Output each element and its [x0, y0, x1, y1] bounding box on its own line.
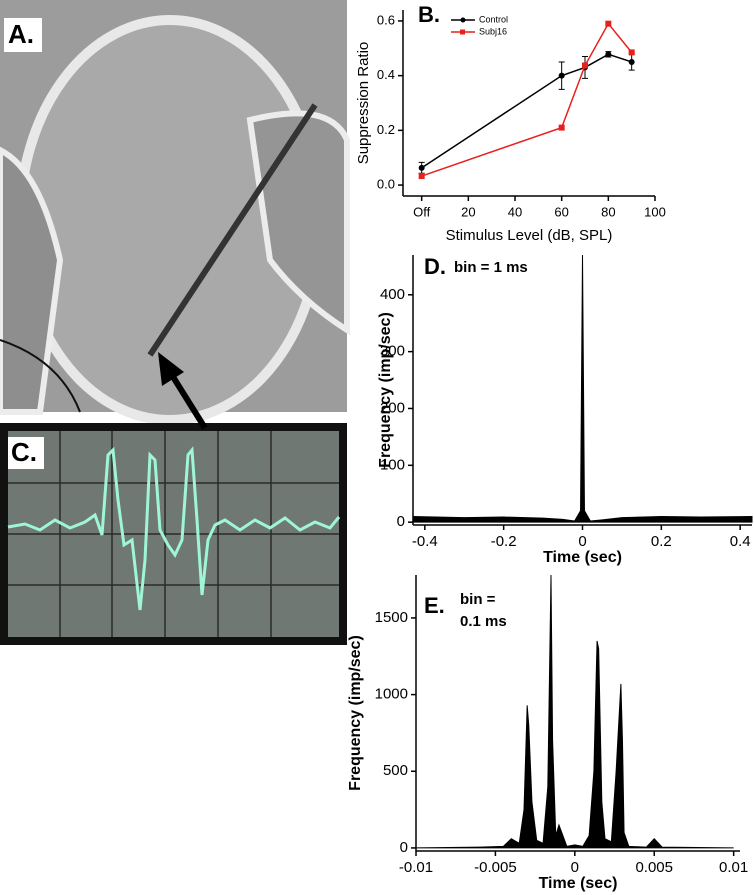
x-tick-label: 60: [554, 204, 568, 219]
x-tick-label: 0: [571, 859, 579, 876]
point: [628, 58, 635, 65]
point: [605, 20, 612, 27]
x-tick-label: 0: [578, 533, 586, 550]
label-box: [4, 18, 42, 52]
y-tick-label: 200: [380, 399, 405, 416]
y-tick-label: 0: [400, 839, 408, 856]
y-tick-label: 300: [380, 343, 405, 360]
x-axis-label: Time (sec): [539, 875, 618, 892]
y-tick-label: 0.0: [377, 176, 395, 191]
point: [605, 51, 612, 58]
point: [558, 124, 565, 131]
panel-label: A.: [8, 19, 34, 49]
legend-marker: [460, 29, 465, 35]
x-tick-label: 0.01: [719, 859, 748, 876]
panel-label: B.: [418, 2, 440, 27]
x-tick-label: -0.2: [491, 533, 517, 550]
x-tick-label: 40: [508, 204, 522, 219]
series-line: [421, 22, 633, 177]
y-tick-label: 0: [397, 513, 405, 530]
annotation: bin =: [460, 591, 496, 608]
x-tick-label: 80: [601, 204, 615, 219]
y-tick-label: 0.2: [377, 122, 395, 137]
point: [418, 173, 425, 180]
y-tick-label: 1000: [375, 686, 408, 703]
scope-grid: [8, 431, 339, 637]
histogram-area: [412, 254, 753, 523]
series-line: [421, 53, 632, 169]
x-tick-label: 20: [461, 204, 475, 219]
x-tick-label: -0.01: [399, 859, 433, 876]
y-tick-label: 500: [383, 762, 408, 779]
x-tick-label: 0.005: [635, 859, 673, 876]
y-tick-label: 1500: [375, 609, 408, 626]
x-tick-label: 0.4: [730, 533, 751, 550]
y-tick-label: 0.4: [377, 67, 395, 82]
x-axis-label: Time (sec): [543, 549, 622, 566]
panel-label: E.: [424, 593, 445, 618]
y-axis-label: Frequency (imp/sec): [377, 312, 394, 468]
histogram-area: [415, 574, 734, 849]
point: [558, 72, 565, 79]
legend-label: Control: [479, 14, 508, 24]
panel-c-image: C.: [0, 423, 347, 645]
x-tick-label: -0.005: [474, 859, 517, 876]
point: [418, 164, 425, 171]
wire: [0, 339, 81, 413]
point: [582, 62, 588, 69]
x-tick-label: 0.2: [651, 533, 672, 550]
arrow: [158, 352, 208, 430]
panel-label: C.: [11, 437, 37, 467]
y-axis-label: Frequency (imp/sec): [347, 635, 364, 791]
x-tick-label: Off: [413, 204, 430, 219]
label-box: [8, 437, 44, 469]
y-tick-label: 100: [380, 456, 405, 473]
y-tick-label: 400: [380, 286, 405, 303]
legend-marker: [460, 17, 466, 23]
x-axis-label: Stimulus Level (dB, SPL): [446, 227, 613, 244]
y-axis-label: Suppression Ratio: [355, 42, 372, 165]
y-tick-label: 0.6: [377, 12, 395, 27]
x-tick-label: 100: [644, 204, 666, 219]
panel-label: D.: [424, 254, 446, 279]
annotation: 0.1 ms: [460, 613, 507, 630]
point: [628, 49, 635, 56]
electrode-track: [147, 103, 318, 357]
annotation: bin = 1 ms: [454, 259, 528, 276]
legend-label: Subj16: [479, 26, 507, 36]
x-tick-label: -0.4: [412, 533, 438, 550]
panel-a-image: A.: [0, 0, 350, 425]
waveform: [7, 446, 341, 611]
